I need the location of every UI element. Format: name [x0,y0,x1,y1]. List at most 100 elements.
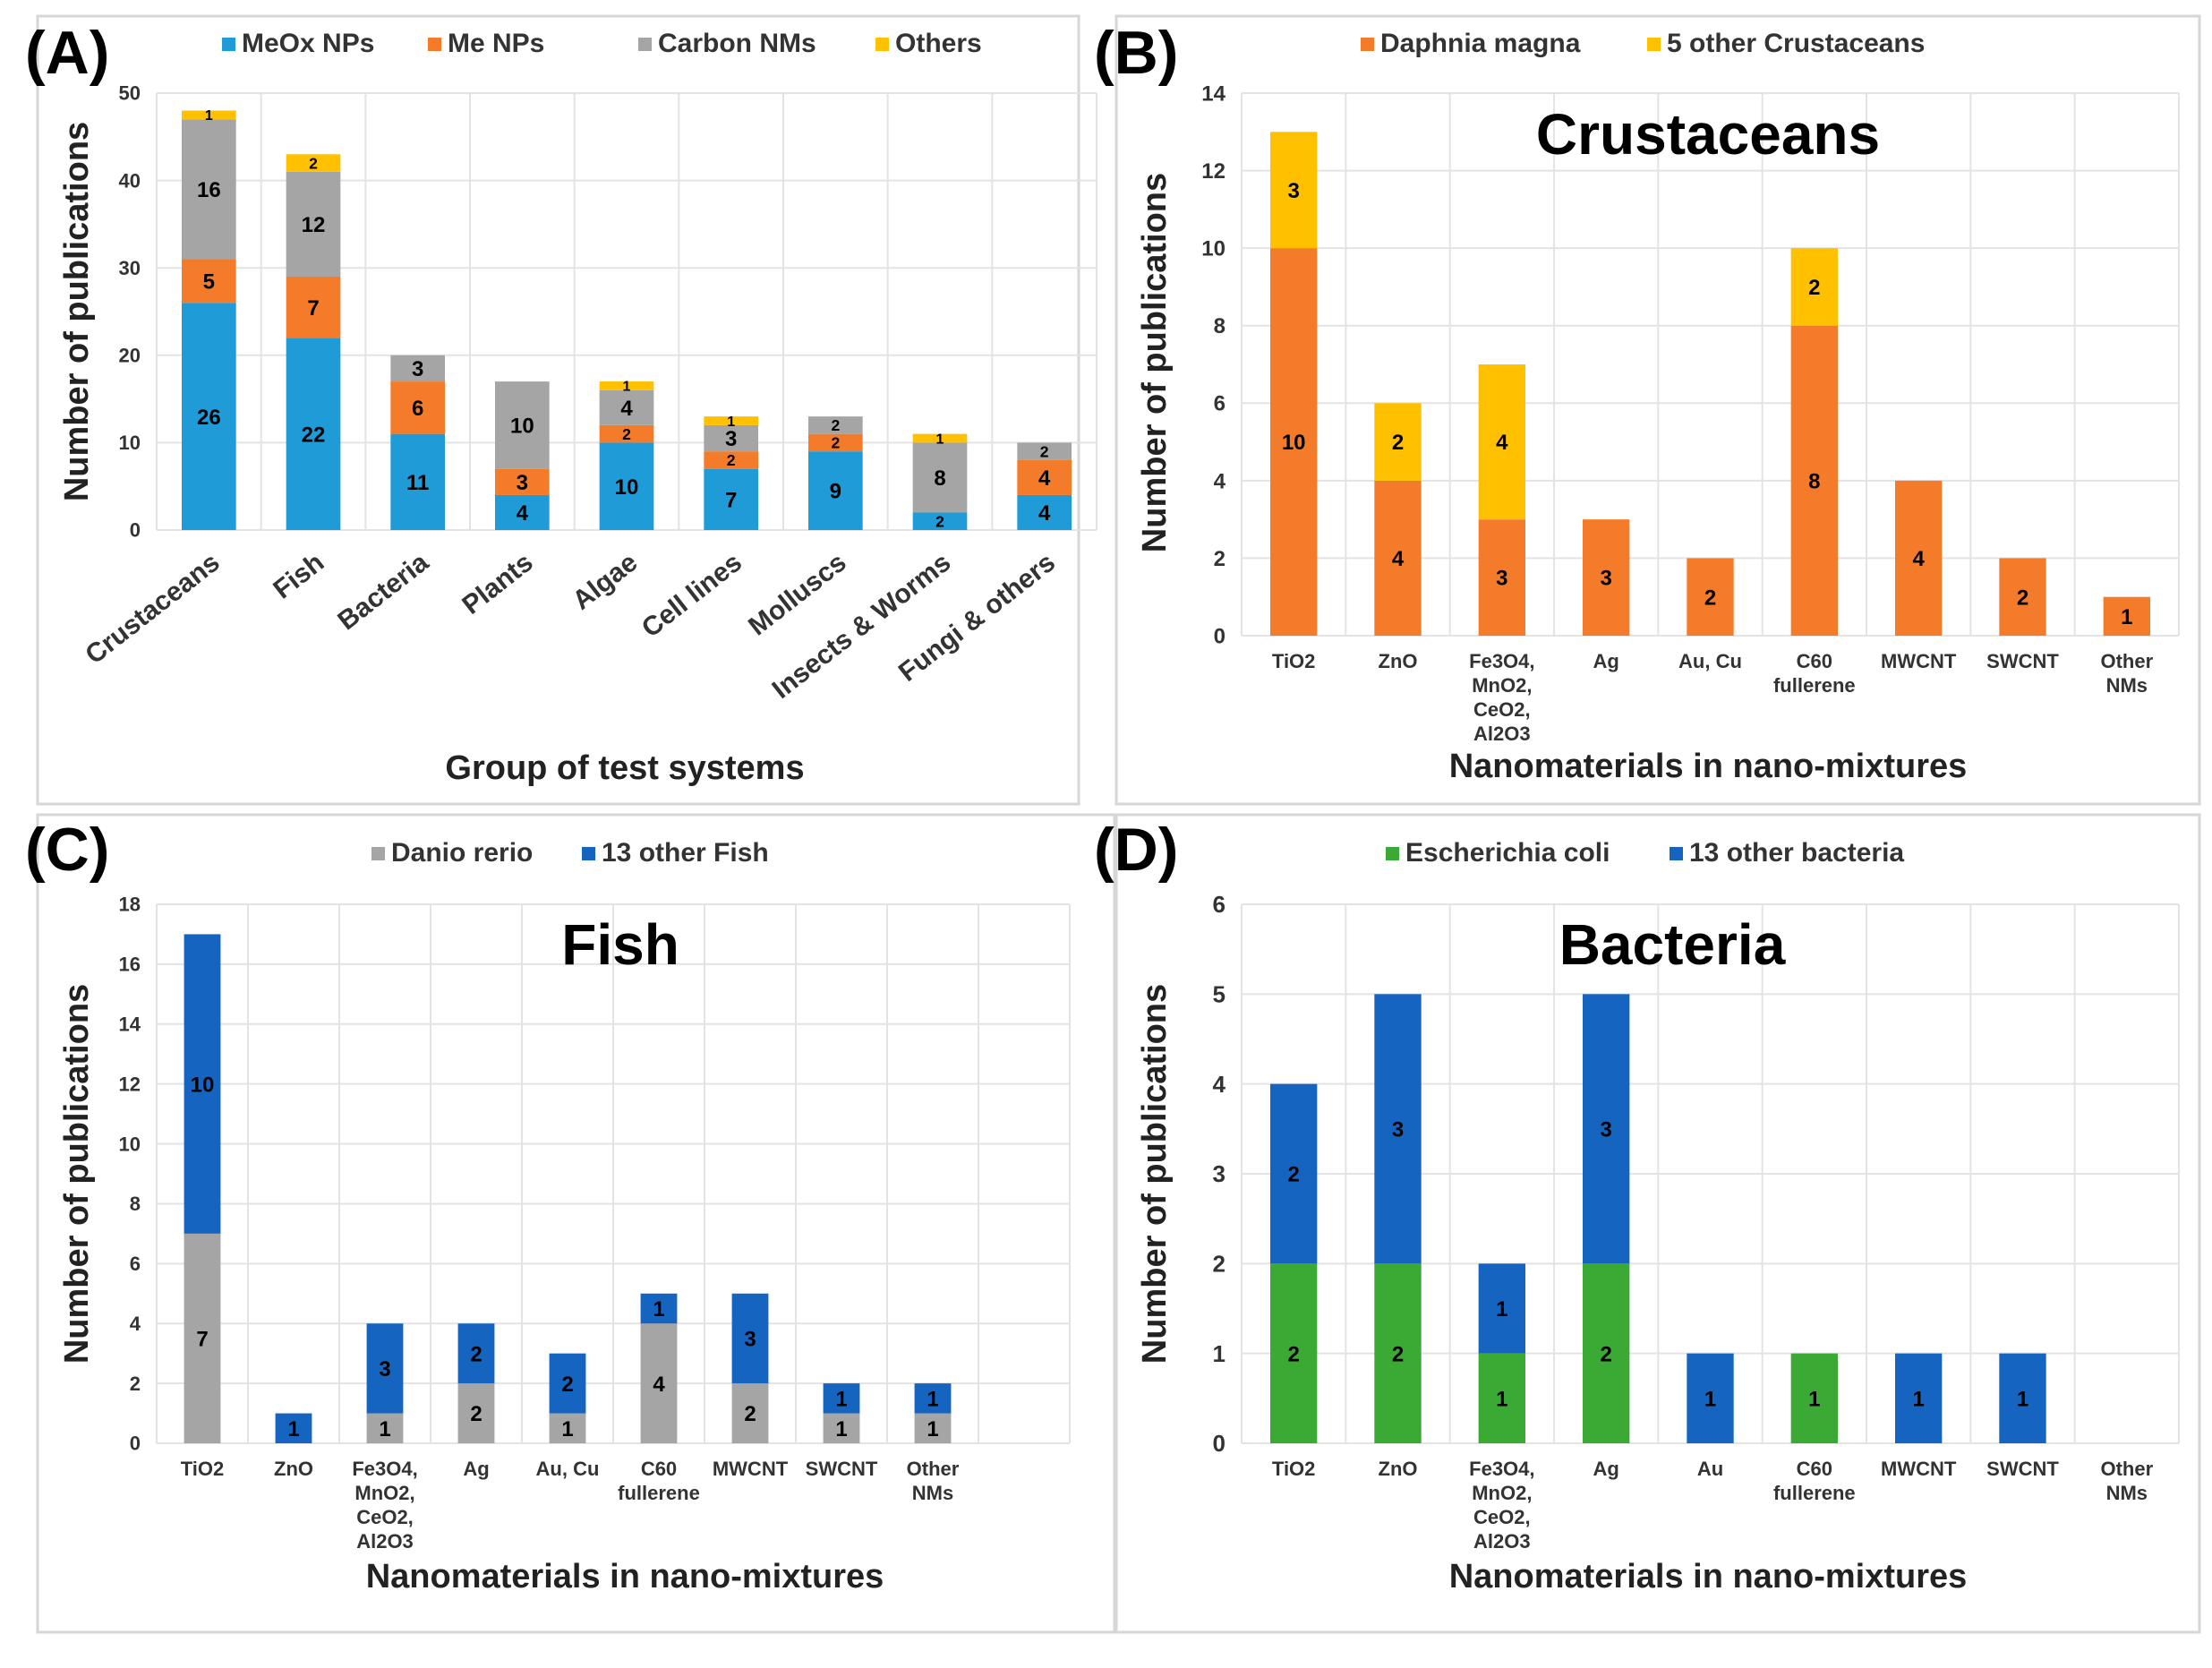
panel-letter: (C) [25,816,109,884]
bar-1-series-2 [495,381,550,469]
panel-letter: (D) [1094,816,1178,884]
bar-1-series-2 [808,416,863,434]
data-label: 4 [517,501,529,526]
data-label: 3 [744,1328,756,1352]
bar-1-series-0 [286,338,341,530]
y-tick-label: 0 [1214,624,1226,648]
x-axis-title: Nanomaterials in nano-mixtures [366,1558,884,1595]
y-tick-label: 1 [1213,1340,1226,1367]
panel-4: 0 1 2 3 4 5 6 2 2 TiO2 2 3 ZnO 1 1 Fe3O4,MnO2,CeO2,Al2O… [1094,813,2201,1634]
x-tick-label: Bacteria [332,547,434,636]
y-tick-label: 6 [1213,891,1226,918]
panel-2: 02468101214103TiO242ZnO34Fe3O4,MnO2,CeO2… [1094,14,2201,806]
data-label: 4 [1038,501,1051,526]
data-label: 6 [412,397,423,421]
x-tick-label: TiO2 [181,1458,225,1480]
x-tick-label: ZnO [1379,650,1418,672]
bar-1-series-0 [1017,494,1072,530]
bar-1-series-0 [182,303,236,530]
legend-label: Me NPs [448,29,544,58]
bar-4-series-1 [1582,994,1630,1264]
x-tick-label: Ag [1593,1458,1619,1480]
data-label: 4 [1912,547,1925,571]
bar-1-series-0 [704,468,758,530]
data-label: 2 [2017,586,2028,610]
data-label: 4 [620,397,633,421]
bar-3-series-0 [914,1413,952,1443]
legend-swatch [428,38,441,51]
x-tick-label: Fe3O4, [1469,650,1534,672]
y-tick-label: 8 [1214,314,1226,338]
bar-3-series-1 [731,1293,769,1384]
bar-1-series-1 [286,276,341,338]
y-axis-title: Number of publications [58,122,96,501]
x-tick-label: NMs [912,1482,953,1504]
x-tick-label: Other [2100,650,2153,672]
bar-3-series-1 [914,1383,952,1414]
legend-swatch [875,38,889,51]
chart-title: Bacteria [1559,912,1786,977]
data-label: 2 [561,1373,573,1397]
x-tick-label: MnO2, [1472,674,1532,697]
bar-2-series-0 [1582,519,1630,636]
bar-3-series-0 [366,1413,404,1443]
bar-1-series-0 [808,451,863,530]
x-tick-label: TiO2 [1272,1458,1316,1480]
y-tick-label: 14 [1201,81,1226,106]
data-label: 2 [622,425,631,443]
bar-1-series-2 [1017,442,1072,460]
y-tick-label: 10 [119,432,141,454]
legend-label: 13 other bacteria [1689,838,1904,868]
bar-1-series-3 [912,433,968,443]
bar-2-series-0 [1894,480,1943,636]
bar-1-series-1 [1017,459,1072,495]
data-label: 2 [470,1342,482,1366]
bar-1-series-2 [704,424,758,452]
x-tick-label: MWCNT [713,1458,789,1480]
data-label: 3 [412,357,423,381]
bar-3-series-0 [549,1413,586,1443]
bar-3-series-1 [549,1353,586,1414]
data-label: 1 [2017,1387,2028,1411]
data-label: 1 [835,1387,847,1411]
x-tick-label: Au, Cu [1678,650,1742,672]
x-tick-label: C60 [1797,1458,1832,1480]
bar-1-series-1 [599,424,654,443]
y-tick-label: 18 [119,894,141,916]
x-tick-label: Al2O3 [1473,1530,1531,1553]
bar-4-series-0 [1374,1263,1422,1443]
y-tick-label: 14 [119,1013,141,1035]
data-label: 4 [653,1373,665,1397]
x-tick-label: SWCNT [806,1458,878,1480]
data-label: 10 [510,415,534,439]
data-label: 1 [2121,605,2132,629]
data-label: 2 [1392,1342,1404,1366]
legend-label: 5 other Crustaceans [1667,29,1925,58]
data-label: 1 [379,1417,390,1441]
x-tick-label: Crustaceans [80,548,225,671]
bar-3-series-1 [640,1293,678,1324]
legend-swatch [1386,847,1399,860]
x-axis-title: Nanomaterials in nano-mixtures [1449,748,1968,785]
legend-label: Daphnia magna [1380,29,1581,58]
legend-swatch [1647,38,1661,51]
panel-border [1115,14,2201,806]
x-tick-label: fullerene [1773,1482,1856,1504]
panel-border [36,813,1116,1634]
bar-3-series-0 [457,1383,495,1443]
y-tick-label: 2 [1214,547,1226,571]
data-label: 9 [830,480,841,504]
data-label: 4 [1392,547,1405,571]
data-label: 1 [835,1417,847,1441]
data-label: 11 [406,471,429,495]
x-tick-label: Ag [1593,650,1619,672]
bar-3-series-0 [640,1323,678,1443]
data-label: 1 [653,1297,664,1322]
x-tick-label: Algae [568,548,644,616]
bar-2-series-0 [1790,325,1839,636]
data-label: 10 [1282,431,1306,455]
data-label: 1 [927,1417,938,1441]
y-tick-label: 8 [130,1193,141,1215]
data-label: 16 [197,178,221,202]
